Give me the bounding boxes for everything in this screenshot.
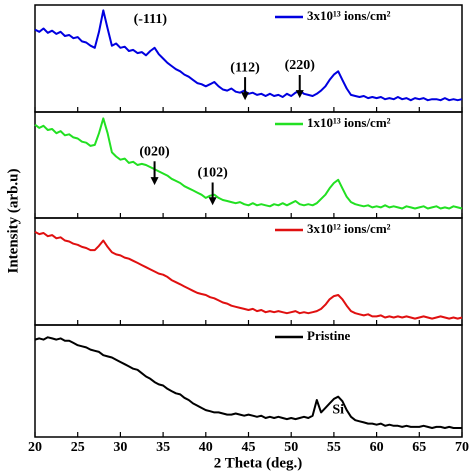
series-line — [34, 231, 463, 320]
arrow-head — [295, 90, 304, 99]
arrow-head — [241, 92, 250, 101]
x-tick-label: 25 — [71, 440, 85, 455]
series-line — [34, 336, 462, 429]
series-line — [34, 9, 463, 102]
x-tick-label: 50 — [284, 440, 298, 455]
x-tick-label: 65 — [412, 440, 426, 455]
legend-label: 1x10¹³ ions/cm² — [307, 115, 391, 130]
panel-frame — [34, 324, 463, 438]
x-tick-label: 55 — [327, 440, 341, 455]
panel-frame — [34, 217, 463, 326]
x-tick-label: 70 — [455, 440, 469, 455]
y-axis-title: Intensity (arb.u) — [5, 168, 21, 273]
x-tick-label: 30 — [113, 440, 127, 455]
panel-frame — [34, 4, 463, 113]
arrow-head — [208, 197, 217, 206]
peak-label: (112) — [230, 60, 260, 75]
peak-label: (020) — [139, 144, 170, 159]
peak-label: (-111) — [134, 12, 168, 27]
arrow-head — [150, 177, 159, 186]
panel-frame — [34, 111, 463, 219]
series-line — [34, 117, 463, 210]
legend-label: 3x10¹² ions/cm² — [307, 221, 391, 236]
x-tick-label: 60 — [370, 440, 384, 455]
x-tick-label: 20 — [28, 440, 42, 455]
peak-label: (102) — [197, 166, 228, 181]
x-tick-label: 45 — [242, 440, 256, 455]
legend-label: Pristine — [307, 328, 351, 343]
x-tick-label: 40 — [199, 440, 213, 455]
x-tick-label: 35 — [156, 440, 170, 455]
peak-label: Si — [332, 402, 344, 417]
peak-label: (220) — [285, 58, 316, 73]
legend-label: 3x10¹³ ions/cm² — [307, 8, 391, 23]
x-axis-title: 2 Theta (deg.) — [214, 455, 302, 471]
